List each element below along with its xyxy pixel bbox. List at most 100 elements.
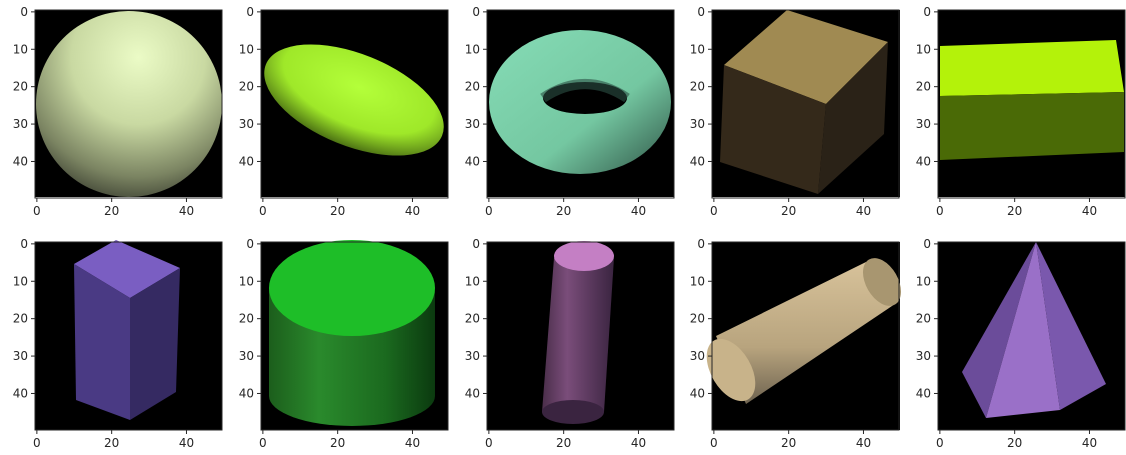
y-tick-label: 10 xyxy=(13,42,28,56)
ellipsoid xyxy=(264,44,444,156)
x-tick-label: 40 xyxy=(631,204,646,218)
panel-4 xyxy=(712,10,900,197)
x-tick-label: 20 xyxy=(1007,204,1022,218)
y-tick-label: 40 xyxy=(13,386,28,400)
x-tick-label: 20 xyxy=(330,204,345,218)
y-tick-label: 0 xyxy=(697,5,705,19)
cylinder-top xyxy=(554,241,614,271)
x-tick-label: 0 xyxy=(33,436,41,450)
cylinder-far-end xyxy=(863,258,901,306)
x-tick-label: 0 xyxy=(259,436,267,450)
y-tick-label: 10 xyxy=(465,274,480,288)
axes-frame xyxy=(937,9,1126,199)
cube-top xyxy=(724,10,888,104)
y-tick-label: 10 xyxy=(239,274,254,288)
y-tick-label: 0 xyxy=(20,5,28,19)
panel-10-axes: 0 20 40 0 10 20 30 40 xyxy=(916,237,1126,450)
x-tick-label: 0 xyxy=(259,204,267,218)
cylinder-side xyxy=(716,262,898,404)
pyramid-right xyxy=(1036,242,1106,410)
x-tick-label: 40 xyxy=(405,436,420,450)
panel-7 xyxy=(261,240,448,430)
panel-10 xyxy=(938,242,1125,430)
x-tick-label: 20 xyxy=(1007,436,1022,450)
x-tick-label: 20 xyxy=(104,436,119,450)
y-tick-label: 30 xyxy=(13,349,28,363)
panel-3-axes: 0 20 40 0 10 20 30 40 xyxy=(465,5,675,218)
y-tick-label: 30 xyxy=(239,117,254,131)
y-tick-label: 20 xyxy=(239,312,254,326)
x-tick-label: 40 xyxy=(631,436,646,450)
panel-2-axes: 0 20 40 0 10 20 30 40 xyxy=(239,5,449,218)
x-tick-label: 0 xyxy=(710,436,718,450)
x-tick-label: 0 xyxy=(936,436,944,450)
y-tick-label: 0 xyxy=(472,237,480,251)
x-tick-label: 20 xyxy=(556,204,571,218)
y-tick-label: 40 xyxy=(13,154,28,168)
box-front xyxy=(940,92,1124,160)
y-tick-label: 10 xyxy=(13,274,28,288)
cube-right xyxy=(818,42,888,194)
y-tick-label: 0 xyxy=(246,5,254,19)
x-tick-label: 0 xyxy=(936,204,944,218)
y-tick-label: 30 xyxy=(13,117,28,131)
y-tick-label: 40 xyxy=(916,154,931,168)
axes-frame xyxy=(486,241,675,431)
panel-8-axes: 0 20 40 0 10 20 30 40 xyxy=(465,237,675,450)
axes-frame xyxy=(34,241,223,431)
y-tick-label: 10 xyxy=(239,42,254,56)
y-tick-label: 30 xyxy=(239,349,254,363)
panel-6 xyxy=(35,240,222,430)
box-top xyxy=(940,40,1124,96)
panel-4-axes: 0 20 40 0 10 20 30 40 xyxy=(690,5,900,218)
y-tick-label: 40 xyxy=(239,154,254,168)
axes-frame xyxy=(260,9,449,199)
cylinder-top xyxy=(269,240,435,336)
panel-2 xyxy=(261,10,448,197)
x-tick-label: 40 xyxy=(856,204,871,218)
y-tick-label: 0 xyxy=(20,237,28,251)
y-tick-label: 0 xyxy=(246,237,254,251)
axes-frame xyxy=(711,241,900,431)
y-tick-label: 20 xyxy=(916,80,931,94)
panel-5-axes: 0 20 40 0 10 20 30 40 xyxy=(916,5,1126,218)
x-tick-label: 20 xyxy=(104,204,119,218)
box-top xyxy=(74,240,180,298)
y-tick-label: 0 xyxy=(923,237,931,251)
axes-frame xyxy=(34,9,223,199)
y-tick-label: 10 xyxy=(690,274,705,288)
x-tick-label: 20 xyxy=(330,436,345,450)
y-tick-label: 20 xyxy=(916,312,931,326)
y-tick-label: 30 xyxy=(916,349,931,363)
axes-frame xyxy=(260,241,449,431)
panel-8 xyxy=(487,241,674,430)
y-tick-label: 10 xyxy=(690,42,705,56)
cylinder-end xyxy=(706,338,756,402)
x-tick-label: 20 xyxy=(781,204,796,218)
panel-3 xyxy=(487,10,674,197)
x-tick-label: 40 xyxy=(1082,204,1097,218)
torus-inner-shadow xyxy=(540,79,630,103)
panel-9 xyxy=(706,242,901,430)
x-tick-label: 0 xyxy=(33,204,41,218)
cylinder-side xyxy=(542,258,614,412)
y-tick-label: 40 xyxy=(239,386,254,400)
y-tick-label: 40 xyxy=(690,154,705,168)
panel-6-axes: 0 20 40 0 10 20 30 40 xyxy=(13,237,223,450)
y-tick-label: 20 xyxy=(13,312,28,326)
y-tick-label: 30 xyxy=(690,349,705,363)
y-tick-label: 0 xyxy=(472,5,480,19)
pyramid-front xyxy=(986,242,1060,418)
y-tick-label: 20 xyxy=(465,80,480,94)
axes-frame xyxy=(937,241,1126,431)
x-tick-label: 40 xyxy=(856,436,871,450)
y-tick-label: 0 xyxy=(697,237,705,251)
cube-left xyxy=(720,65,826,194)
panel-9-axes: 0 20 40 0 10 20 30 40 xyxy=(690,237,900,450)
x-tick-label: 40 xyxy=(179,204,194,218)
y-tick-label: 30 xyxy=(465,349,480,363)
box-right xyxy=(130,268,180,420)
y-tick-label: 10 xyxy=(916,274,931,288)
x-tick-label: 20 xyxy=(781,436,796,450)
